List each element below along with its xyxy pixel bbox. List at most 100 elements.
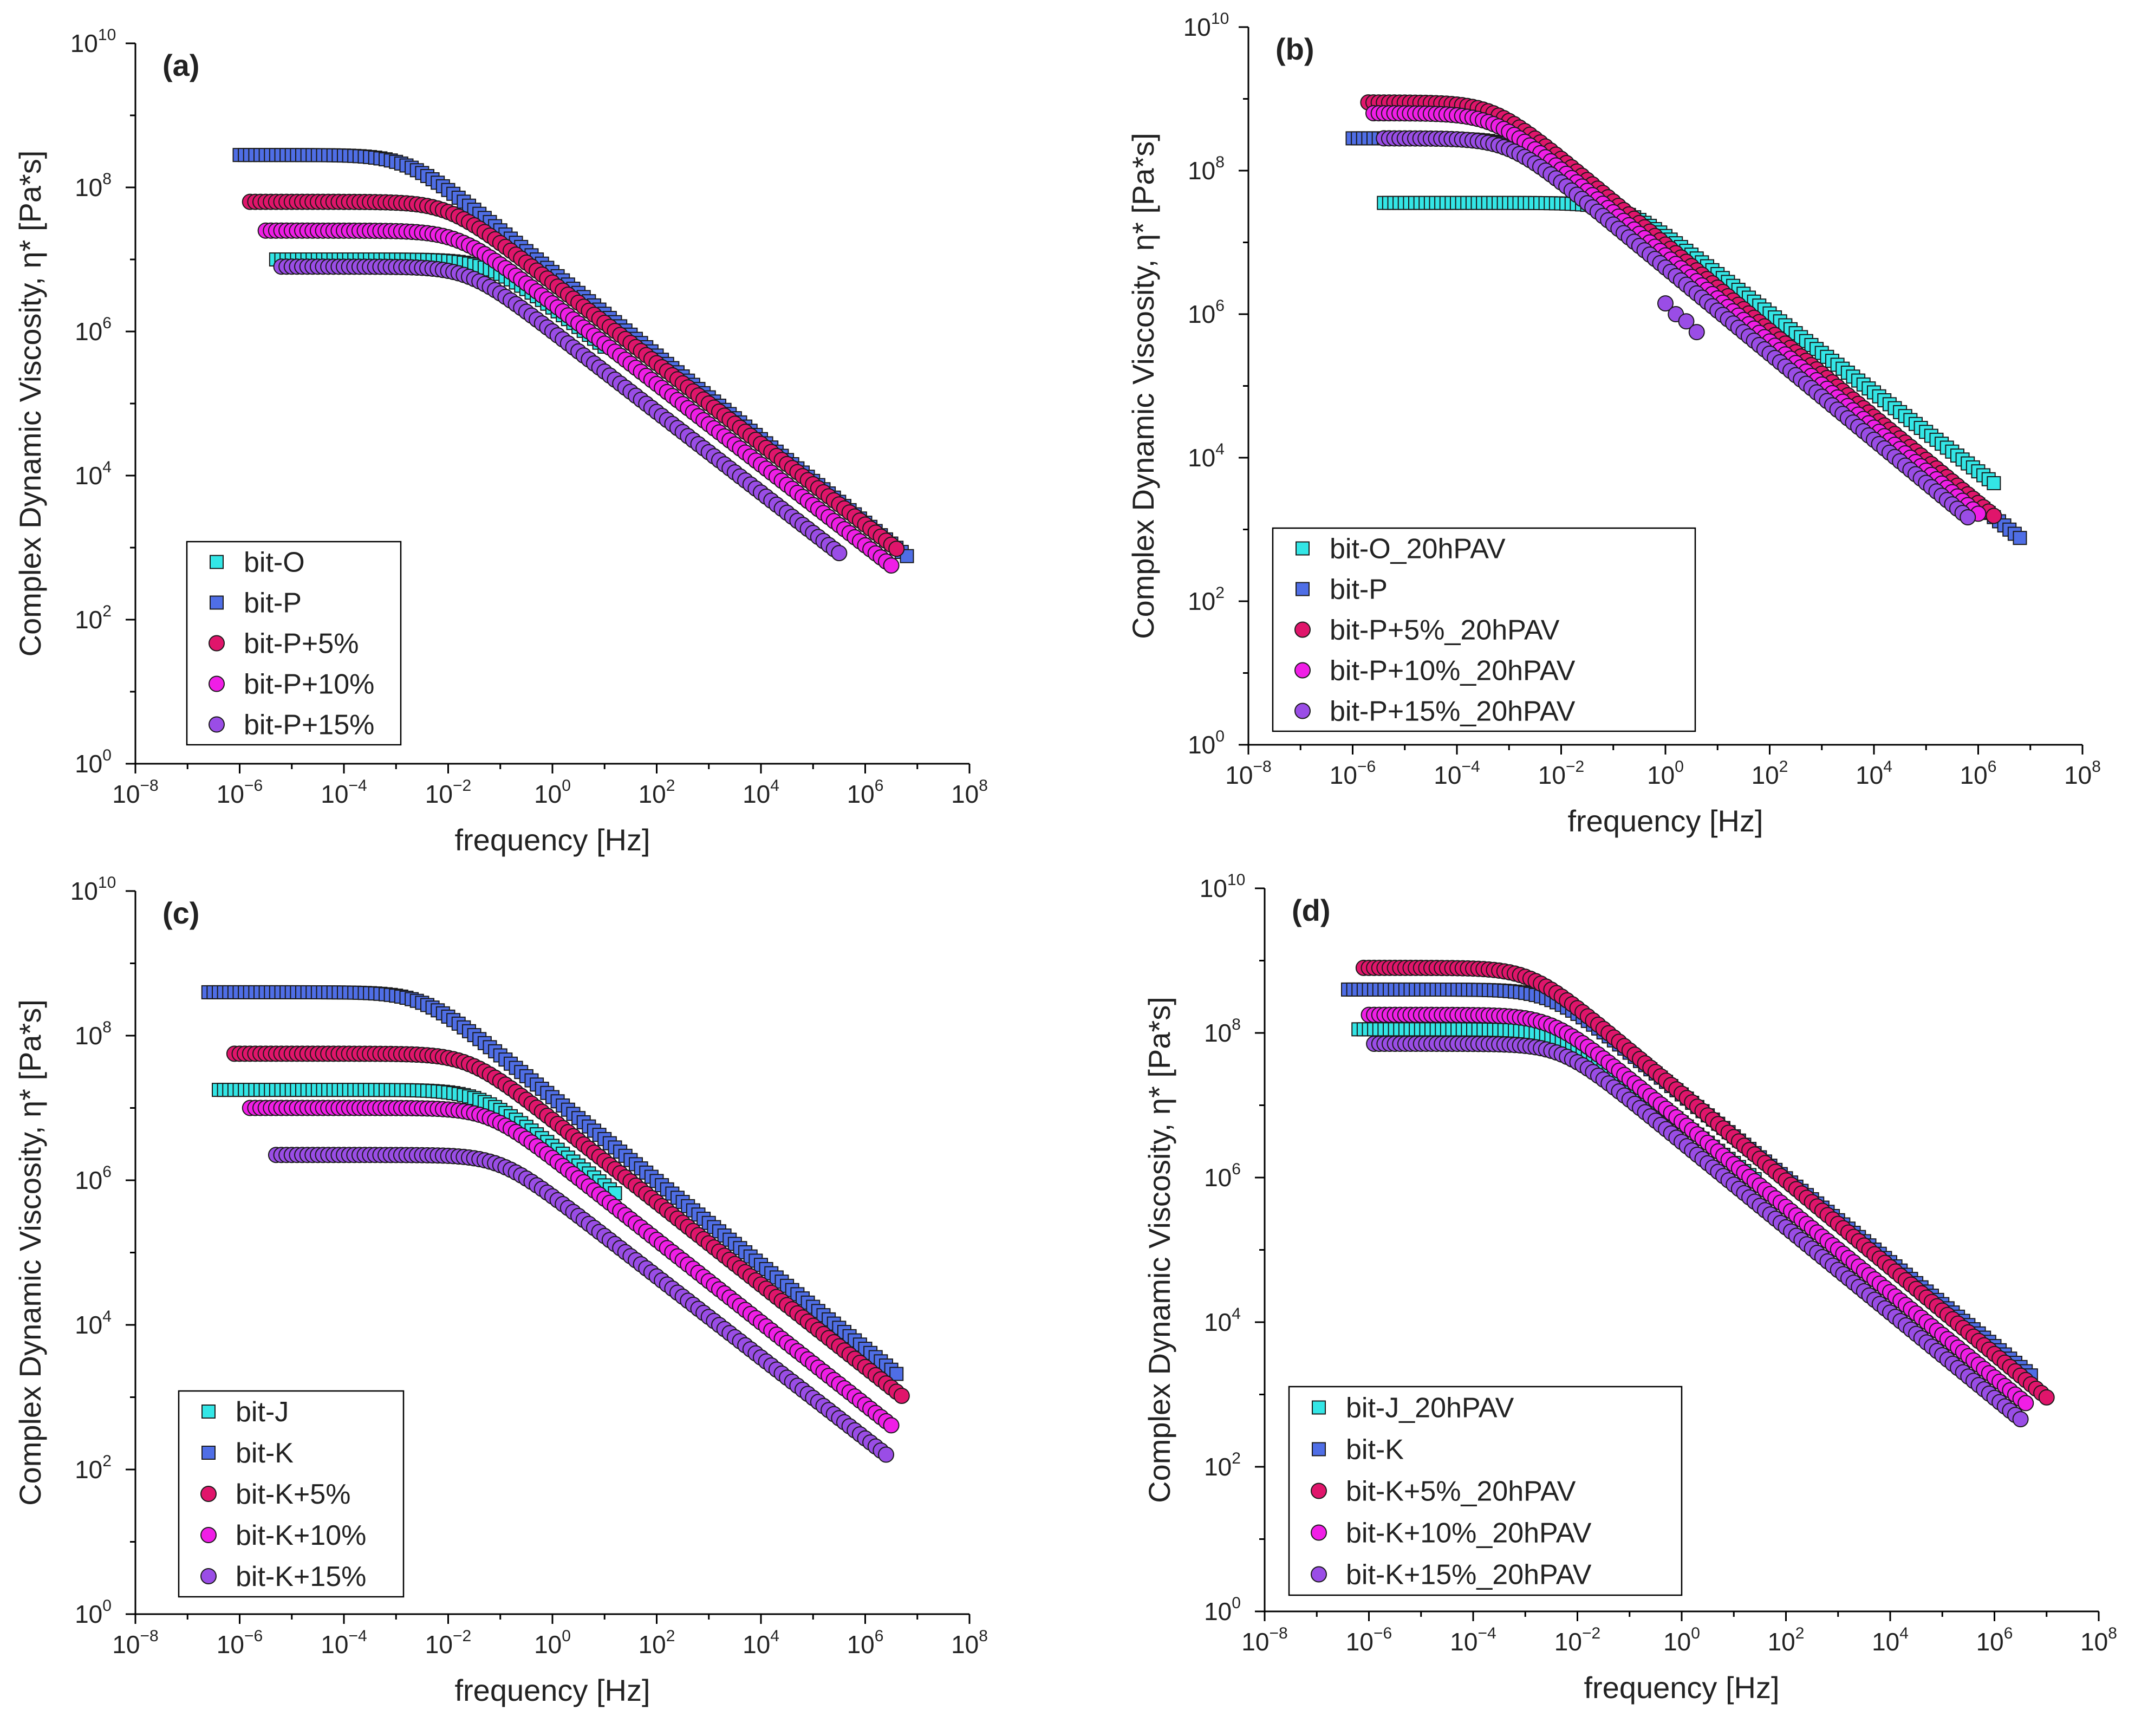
y-tick-label: 104 xyxy=(75,1308,112,1339)
legend-marker xyxy=(1311,1483,1327,1499)
legend-marker xyxy=(1311,1566,1327,1583)
x-tick-label: 108 xyxy=(951,1627,988,1659)
data-point xyxy=(1960,509,1976,525)
legend-label: bit-K xyxy=(1346,1434,1404,1466)
y-tick-label: 1010 xyxy=(70,874,116,905)
y-tick-label: 106 xyxy=(75,314,112,346)
x-tick-label: 108 xyxy=(2064,758,2101,789)
y-tick-label: 100 xyxy=(1188,727,1225,759)
x-axis-title: frequency [Hz] xyxy=(1584,1670,1779,1705)
series-bit-K+5% xyxy=(226,1045,910,1404)
data-point xyxy=(1987,476,2001,491)
legend-label: bit-K xyxy=(236,1438,294,1469)
x-tick-label: 106 xyxy=(847,1627,884,1659)
legend-marker xyxy=(209,675,225,692)
data-point xyxy=(2013,531,2027,545)
outlier-point xyxy=(1678,313,1695,330)
x-tick-label: 104 xyxy=(1872,1624,1909,1656)
x-tick-label: 108 xyxy=(2080,1624,2117,1656)
legend-marker xyxy=(1294,703,1311,719)
x-tick-label: 102 xyxy=(639,1627,675,1659)
legend-label: bit-P xyxy=(1330,574,1388,606)
panel-label: (b) xyxy=(1275,32,1314,66)
data-point xyxy=(883,1417,900,1434)
x-axis-title: frequency [Hz] xyxy=(454,823,650,857)
x-tick-label: 10−4 xyxy=(321,1627,367,1659)
y-tick-label: 100 xyxy=(75,746,112,778)
legend-marker xyxy=(201,1446,216,1460)
series-bit-P+15% xyxy=(273,258,848,562)
series-bit-J xyxy=(212,1083,622,1201)
panel-d: 10−8 10−6 10−4 10−2 100 102 104 106 108 100 102 104… xyxy=(1142,871,2117,1705)
legend-label: bit-J xyxy=(236,1396,289,1428)
x-tick-label: 100 xyxy=(534,1627,571,1659)
legend-label: bit-P+10%_20hPAV xyxy=(1330,655,1576,687)
data-point xyxy=(1986,508,2002,524)
legend-label: bit-O_20hPAV xyxy=(1330,534,1506,565)
series-bit-P+5% xyxy=(242,193,905,557)
y-tick-label: 104 xyxy=(75,458,112,490)
data-point xyxy=(2038,1389,2055,1406)
x-tick-label: 10−2 xyxy=(425,777,471,808)
data-point xyxy=(883,557,900,574)
x-tick-label: 106 xyxy=(1976,1624,2013,1656)
legend: bit-O_20hPAV bit-P bit-P+5%_20hPAV bit-P+10… xyxy=(1272,527,1696,732)
y-tick-label: 102 xyxy=(1188,584,1225,615)
y-tick-label: 108 xyxy=(75,1018,112,1050)
x-tick-label: 10−6 xyxy=(217,1627,263,1659)
x-tick-label: 100 xyxy=(1663,1624,1700,1656)
legend-marker xyxy=(1294,662,1311,679)
y-tick-label: 108 xyxy=(1188,153,1225,185)
x-tick-label: 10−6 xyxy=(1330,758,1376,789)
legend-marker xyxy=(1312,1400,1326,1415)
legend-marker xyxy=(200,1568,217,1584)
x-tick-label: 10−6 xyxy=(217,777,263,808)
legend-marker xyxy=(209,716,225,733)
legend-marker xyxy=(200,1486,217,1502)
legend-label: bit-O xyxy=(244,547,305,578)
legend-label: bit-P+10% xyxy=(244,669,374,700)
series-bit-K xyxy=(201,985,904,1381)
data-point xyxy=(878,1446,894,1463)
y-tick-label: 1010 xyxy=(1200,871,1246,902)
x-tick-label: 10−8 xyxy=(1241,1624,1287,1656)
y-axis-title: Complex Dynamic Viscosity, η* [Pa*s] xyxy=(1126,133,1160,639)
data-point xyxy=(2017,1395,2034,1412)
legend-marker xyxy=(210,555,224,569)
x-tick-label: 104 xyxy=(743,777,779,808)
x-tick-label: 106 xyxy=(1960,758,1997,789)
y-tick-label: 1010 xyxy=(1183,10,1229,41)
legend-label: bit-J_20hPAV xyxy=(1346,1393,1514,1424)
legend-marker xyxy=(200,1527,217,1543)
x-tick-label: 104 xyxy=(743,1627,779,1659)
series-bit-K+10%_20hPAV xyxy=(1361,1006,2034,1412)
legend-marker xyxy=(1296,582,1310,596)
legend-label: bit-P xyxy=(244,588,302,619)
legend-marker xyxy=(1312,1442,1326,1457)
legend-label: bit-K+5%_20hPAV xyxy=(1346,1476,1576,1507)
x-tick-label: 102 xyxy=(639,777,675,808)
x-tick-label: 10−8 xyxy=(112,1627,158,1659)
panel-label: (c) xyxy=(162,896,199,930)
legend-label: bit-K+15% xyxy=(236,1561,366,1592)
legend-marker xyxy=(1311,1524,1327,1541)
y-tick-label: 100 xyxy=(75,1597,112,1628)
y-tick-label: 1010 xyxy=(70,26,116,57)
legend-label: bit-P+5% xyxy=(244,628,359,660)
y-tick-label: 108 xyxy=(1204,1016,1241,1047)
x-axis-title: frequency [Hz] xyxy=(1567,804,1763,838)
data-point xyxy=(888,541,905,557)
series-bit-K+15%_20hPAV xyxy=(1366,1036,2029,1428)
x-tick-label: 102 xyxy=(1752,758,1788,789)
x-tick-label: 10−2 xyxy=(1538,758,1584,789)
x-tick-label: 104 xyxy=(1856,758,1892,789)
x-tick-label: 10−4 xyxy=(321,777,367,808)
legend-marker xyxy=(1296,541,1310,556)
y-tick-label: 102 xyxy=(1204,1449,1241,1481)
legend-label: bit-K+5% xyxy=(236,1479,350,1510)
x-tick-label: 100 xyxy=(1647,758,1684,789)
outlier-point xyxy=(1688,324,1705,341)
panel-a: 10−8 10−6 10−4 10−2 100 102 104 106 108 100 102 104… xyxy=(13,26,988,857)
legend: bit-O bit-P bit-P+5% bit-P+10% bit-P+15% xyxy=(186,541,402,746)
